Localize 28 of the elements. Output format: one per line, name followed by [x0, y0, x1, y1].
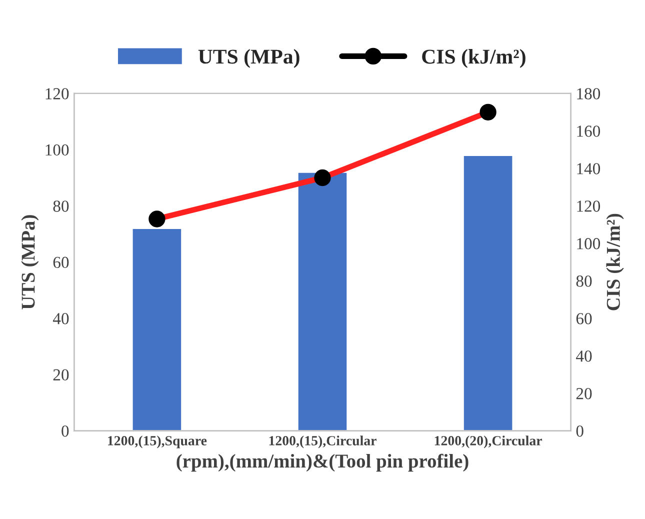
y2-tick-label: 40	[576, 350, 592, 362]
y-tick-label: 60	[53, 256, 69, 268]
y-tick-label: 40	[52, 313, 69, 324]
x-tick-label: 1200,(15),Square	[108, 436, 207, 448]
y2-tick-label: 100	[577, 238, 600, 250]
y-tick-label: 120	[46, 88, 69, 100]
y2-tick-label: 0	[576, 425, 584, 437]
legend-label: UTS (MPa)	[198, 49, 300, 68]
y2-axis-title: CIS (kJ/m²)	[606, 214, 624, 310]
y2-tick-label: 120	[577, 200, 600, 212]
y-tick-label: 0	[62, 425, 69, 437]
y2-tick-label: 80	[576, 276, 592, 287]
x-axis-title: (rpm),(mm/min)&(Tool pin profile)	[176, 454, 468, 472]
y2-tick-label: 20	[576, 388, 592, 400]
bar	[296, 171, 348, 431]
y2-tick-label: 140	[577, 163, 600, 174]
y-axis-title: UTS (MPa)	[21, 215, 39, 310]
bar	[462, 154, 514, 431]
y2-tick-label: 60	[576, 313, 592, 324]
x-tick-label: 1200,(20),Circular	[434, 436, 542, 448]
y2-tick-label: 180	[577, 88, 600, 100]
y2-tick-label: 160	[577, 126, 600, 137]
y-tick-label: 100	[46, 144, 69, 156]
x-tick-label: 1200,(15),Circular	[269, 436, 376, 448]
y-tick-label: 20	[53, 369, 69, 380]
legend-label: CIS (kJ/m²)	[422, 49, 526, 68]
bar	[131, 228, 182, 431]
y-tick-label: 80	[53, 200, 69, 212]
